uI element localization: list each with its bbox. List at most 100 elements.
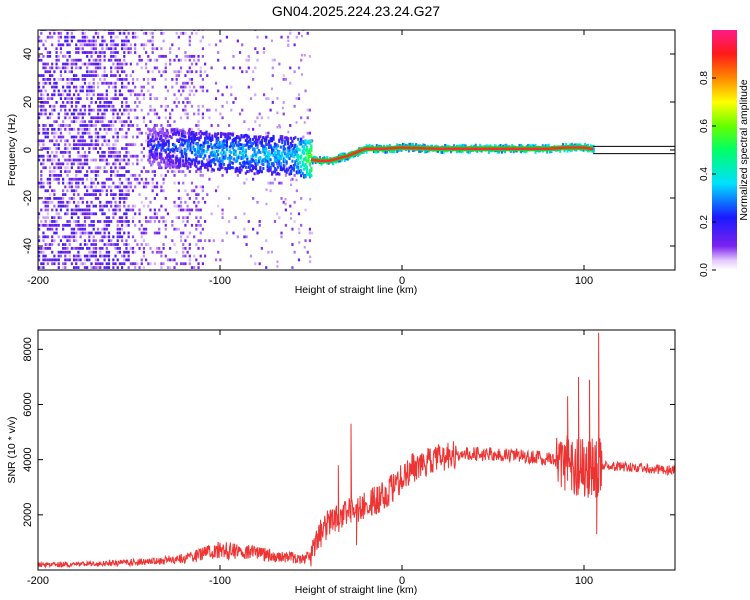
spectrogram-cell (118, 166, 122, 170)
spectrogram-cell (219, 39, 222, 43)
spectrogram-cell (190, 137, 194, 141)
spectrogram-cell (290, 212, 293, 215)
spectrogram-cell (179, 200, 183, 204)
spectrogram-cell (42, 101, 45, 104)
spectrogram-cell (127, 220, 130, 223)
spectrogram-cell (302, 173, 306, 177)
spectrogram-cell (114, 97, 117, 100)
spectrogram-cell (129, 74, 132, 77)
spectrogram-cell (268, 169, 271, 173)
spectrogram-cell (308, 169, 312, 173)
spectrogram-cell (289, 144, 293, 148)
spectrogram-cell (396, 143, 399, 147)
spectrogram-cell (188, 58, 191, 62)
spectrogram-cell (189, 148, 192, 152)
spectrogram-cell (268, 139, 271, 143)
spectrogram-cell (75, 181, 78, 185)
spectrogram-cell (83, 174, 87, 177)
spectrogram-cell (46, 97, 49, 100)
spectrogram-cell (127, 177, 130, 181)
spectrogram-cell (114, 143, 117, 147)
spectrogram-cell (199, 150, 202, 154)
spectrogram-cell (79, 223, 82, 227)
spectrogram-cell (502, 144, 505, 148)
spectrogram-cell (228, 154, 231, 158)
spectrogram-cell (153, 212, 156, 216)
spectrogram-cell (131, 208, 135, 212)
spectrogram-cell (230, 142, 233, 146)
spectrogram-cell (265, 188, 268, 191)
spectrogram-cell (88, 108, 91, 112)
spectrogram-cell (55, 54, 58, 58)
spectrogram-cell (221, 153, 224, 157)
spectrogram-cell (209, 164, 213, 168)
spectrogram-cell (125, 85, 128, 89)
spectrogram-cell (86, 85, 89, 89)
spectrogram-cell (66, 166, 69, 170)
spectrogram-cell (292, 150, 295, 154)
spectrogram-cell (182, 31, 185, 35)
spectrogram-cell (188, 70, 191, 74)
spectrogram-cell (205, 135, 208, 139)
spectrogram-cell (297, 227, 301, 231)
spectrogram-cell (107, 235, 111, 239)
spectrogram-cell (57, 235, 60, 239)
spectrogram-cell (185, 149, 188, 153)
spectrogram-cell (212, 144, 215, 148)
spectrogram-cell (183, 141, 186, 145)
spectrogram-cell (101, 124, 104, 127)
spectrogram-cell (290, 217, 293, 220)
spectrogram-cell (179, 70, 183, 74)
spectrogram-cell (177, 164, 180, 168)
spectrogram-cell (302, 140, 306, 144)
spectrogram-cell (238, 142, 242, 146)
spectrogram-cell (184, 189, 187, 193)
spectrogram-cell (57, 162, 60, 166)
spectrogram-cell (171, 108, 174, 112)
spectrogram-cell (179, 143, 182, 147)
spectrogram-cell (129, 47, 132, 51)
spectrogram-cell (134, 177, 137, 181)
spectrogram-cell (250, 155, 253, 159)
spectrogram-cell (148, 149, 151, 153)
spectrogram-cell (66, 250, 69, 254)
spectrogram-cell (182, 127, 185, 131)
spectrogram-cell (164, 134, 167, 138)
spectrogram-cell (77, 147, 80, 150)
spectrogram-cell (192, 139, 195, 143)
spectrogram-cell (138, 246, 141, 250)
spectrogram-cell (103, 150, 106, 154)
spectrogram-cell (62, 204, 65, 208)
spectrogram-cell (86, 51, 89, 54)
spectrogram-cell (99, 147, 102, 150)
spectrogram-cell (46, 131, 49, 135)
spectrogram-cell (46, 208, 49, 212)
spectrogram-cell (187, 139, 191, 143)
spectrogram-cell (147, 262, 150, 266)
spectrogram-cell (44, 235, 47, 239)
spectrogram-cell (57, 200, 60, 204)
spectrogram-cell (208, 239, 211, 243)
spectrogram-cell (42, 66, 45, 70)
spectrogram-cell (110, 120, 113, 124)
spectrogram-cell (92, 58, 95, 62)
spectrogram-cell (184, 108, 187, 112)
spectrogram-cell (297, 97, 301, 100)
spectrogram-cell (101, 43, 104, 47)
spectrogram-cell (276, 212, 279, 216)
spectrogram-cell (281, 106, 284, 110)
spectrogram-cell (292, 164, 295, 168)
spectrogram-cell (289, 164, 293, 168)
spectrogram-cell (308, 155, 312, 159)
spectrogram-cell (83, 143, 87, 147)
spectrogram-cell (81, 35, 84, 39)
spectrogram-cell (262, 135, 265, 139)
spectrogram-cell (155, 66, 159, 70)
spectrogram-cell (240, 168, 243, 172)
spectrogram-cell (127, 250, 130, 254)
spectrogram-cell (177, 158, 180, 162)
spectrogram-cell (59, 104, 63, 108)
spectrogram-cell (217, 143, 220, 147)
spectrogram-cell (245, 235, 248, 239)
spectrogram-cell (153, 47, 156, 51)
